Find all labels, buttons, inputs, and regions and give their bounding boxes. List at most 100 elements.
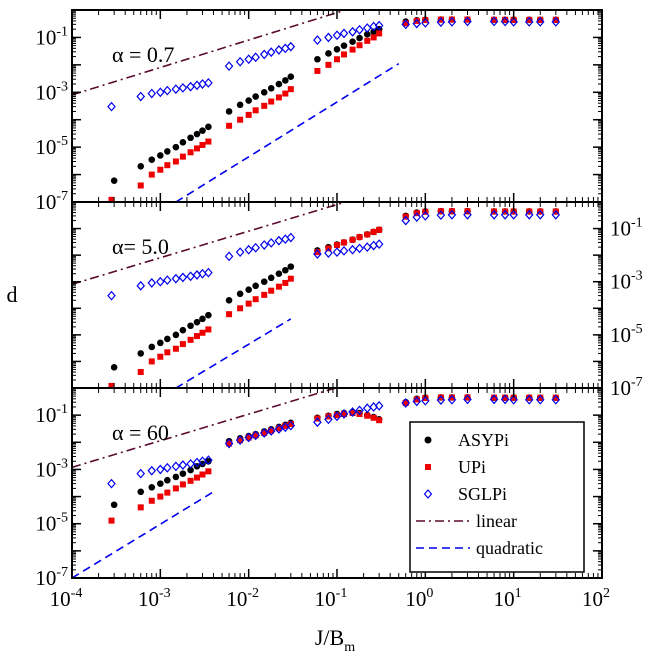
panel-2-SGLPi-point-25 [355,243,364,254]
panel-3-plot-area [72,388,561,578]
panel-1-ASYPi-point-5 [172,143,180,151]
panel-3-UPi-point-32 [437,394,444,401]
panel-1-ASYPi-point-11 [225,108,233,115]
panel-3-UPi-point-39 [537,394,544,401]
panel-2-ASYPi-point-11 [225,296,233,304]
x-tick-label-4: 100 [405,586,433,611]
panel-1-y-tick-label-1: 10-3 [35,79,68,104]
panel-2-UPi-point-27 [370,228,377,235]
panel-2-ASYPi-point-17 [275,270,283,278]
panel-1-UPi-point-6 [179,153,186,160]
panel-1-UPi-point-13 [245,111,252,118]
panel-2-ASYPi-point-18 [282,266,289,274]
panel-1-UPi-point-17 [275,94,282,101]
panel-1-UPi-point-11 [226,122,233,129]
panel-3-SGLPi-point-10 [204,455,213,466]
panel-3-SGLPi-point-16 [266,426,276,436]
panel-3-label: α = 60 [112,420,169,445]
panel-2-SGLPi-point-14 [251,242,260,253]
panel-2-UPi-point-0 [108,382,115,388]
panel-3-UPi-point-33 [448,394,455,401]
panel-3-SGLPi-point-2 [147,465,157,476]
panel-2-ASYPi-point-15 [260,278,268,286]
panel-1-UPi-point-31 [422,17,429,24]
panel-1-UPi-point-20 [314,67,321,74]
panel-2-SGLPi-point-10 [204,267,213,278]
panel-3-UPi-point-4 [164,489,171,496]
panel-1-UPi-point-0 [108,196,115,202]
panel-1-SGLPi-point-5 [171,84,181,95]
panel-3-SGLPi-point-32 [436,395,446,405]
panel-3-ASYPi-point-4 [164,476,171,484]
panel-1-SGLPi-point-7 [186,81,195,92]
panel-1-SGLPi-point-10 [204,77,213,88]
panel-1-ASYPi-point-25 [356,34,363,42]
panel-1-SGLPi-point-33 [447,16,457,27]
panel-2-SGLPi-point-1 [136,280,146,291]
panel-2-UPi-point-28 [376,226,383,233]
panel-3-UPi-point-12 [237,437,244,444]
panel-2-SGLPi-point-16 [266,237,276,248]
panel-1-ASYPi-point-26 [363,31,371,38]
panel-3-SGLPi-point-33 [447,394,457,405]
panel-1-y-tick-label-2: 10-5 [35,134,68,159]
panel-1-UPi-point-29 [402,20,409,27]
x-axis-label-sub: m [344,640,355,655]
panel-2-plot-area [72,202,561,388]
panel-2-SGLPi-point-7 [186,271,195,282]
panel-1-UPi-point-39 [537,16,544,23]
panel-1-UPi-point-32 [437,16,444,23]
panel-2-UPi-point-12 [237,305,244,312]
panel-3-UPi-point-5 [172,485,179,492]
panel-3-y-tick-label-3: 10-7 [35,565,68,590]
panel-2-UPi-point-24 [349,236,356,243]
panel-1-UPi-point-1 [137,182,144,189]
panel-1-UPi-point-30 [413,17,420,24]
panel-1-ASYPi-point-3 [157,152,164,159]
panel-2-SGLPi-point-32 [436,210,446,221]
panel-2-y-tick-label-3: 10-7 [610,375,643,400]
x-tick-label-6: 102 [582,586,610,611]
panel-1-SGLPi-point-16 [266,47,276,58]
panel-2-ASYPi-point-14 [252,282,259,290]
panel-2-ASYPi-point-9 [199,315,206,323]
panel-3-SGLPi-point-15 [259,428,269,438]
legend-label-UPi: UPi [458,457,486,477]
panel-2-SGLPi-point-20 [313,249,322,259]
panel-2-ASYPi-point-12 [236,290,244,298]
panel-1-UPi-point-24 [349,46,356,53]
panel-2-ASYPi-point-19 [287,263,295,270]
panel-2-SGLPi-point-6 [178,272,188,283]
panel-1-SGLPi-point-24 [348,26,357,37]
panel-3-SGLPi-point-28 [374,400,384,411]
panel-2-ASYPi-point-8 [193,318,201,326]
panel-3-UPi-point-27 [370,414,377,421]
legend-box [409,421,585,573]
panel-1-ASYPi-point-2 [148,156,156,163]
panel-1-SGLPi-point-19 [286,41,296,52]
panel-2-quadratic-line [175,318,292,388]
panel-3-SGLPi-point-4 [163,462,172,473]
panel-1-ASYPi-point-19 [287,73,295,81]
panel-2-UPi-point-10 [205,326,212,333]
panel-1-UPi-point-27 [370,34,377,41]
panel-1-SGLPi-point-12 [235,56,245,67]
panel-1-label: α = 0.7 [112,42,174,67]
legend: ASYPi UPi SGLPi linear quadratic [409,421,585,573]
panel-1-plot-area [72,10,561,202]
panel-3-SGLPi-point-34 [463,394,472,405]
panel-3-y-tick-label-1: 10-3 [35,456,68,481]
panel-2-SGLPi-point-40 [551,209,561,220]
panel-2-ASYPi-point-2 [148,343,156,351]
panel-3: 10-1 10-3 10-5 10-7 α = 60 [35,387,603,590]
panel-3-UPi-point-17 [275,425,282,432]
panel-2-SGLPi-point-39 [535,209,545,220]
panel-1-UPi-point-9 [199,141,206,148]
panel-2-UPi-point-15 [261,291,268,298]
panel-1-quadratic-line [175,63,400,202]
panel-1-ASYPi-point-27 [370,28,377,36]
panel-1-SGLPi-point-34 [463,16,472,27]
panel-1-ASYPi-point-7 [187,134,194,142]
panel-1-ASYPi-point-10 [205,123,212,131]
